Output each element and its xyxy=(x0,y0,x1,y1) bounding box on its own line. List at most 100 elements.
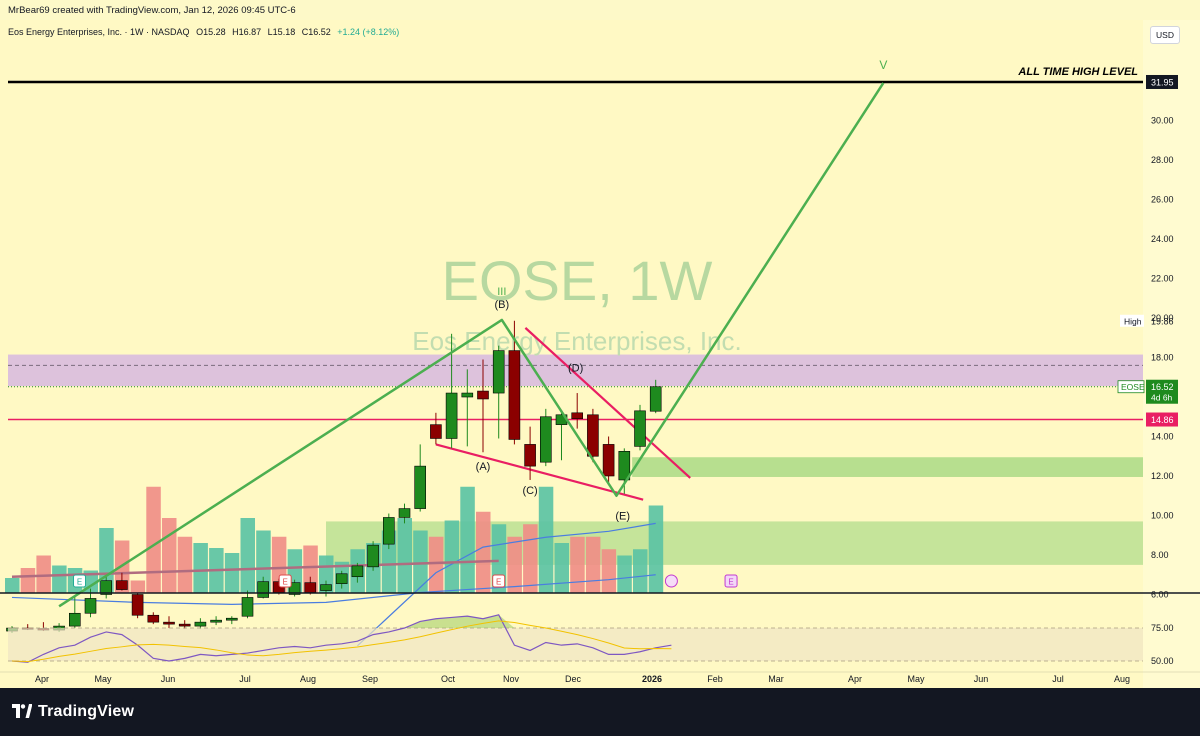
y-tick-label: 6.00 xyxy=(1151,590,1169,600)
candle-body xyxy=(524,444,536,467)
attribution-text: MrBear69 created with TradingView.com, J… xyxy=(8,5,296,16)
price-axis-background xyxy=(1143,20,1200,688)
candle-body xyxy=(320,584,332,591)
volume-bar xyxy=(36,555,51,593)
moving-average-slow xyxy=(11,574,656,605)
volume-bar xyxy=(460,486,475,593)
time-axis-label: Apr xyxy=(848,674,862,684)
symbol-tag-label: EOSE xyxy=(1121,382,1145,392)
candle-body xyxy=(382,517,395,545)
y-tick-label: 20.00 xyxy=(1151,313,1174,323)
rsi-level-label: 50.00 xyxy=(1151,656,1174,666)
rsi-level-label: 75.00 xyxy=(1151,623,1174,633)
elliott-wave-path xyxy=(58,82,885,608)
volume-bar xyxy=(319,555,334,593)
ath-caption: ALL TIME HIGH LEVEL xyxy=(1017,66,1138,78)
wave-iii-label: III xyxy=(497,286,506,298)
symbol-info-line: Eos Energy Enterprises, Inc. · 1W · NASD… xyxy=(8,27,399,37)
volume-bar xyxy=(193,543,208,593)
time-axis-label: Mar xyxy=(768,674,784,684)
tradingview-logo-icon xyxy=(12,704,32,718)
rsi-ma-line xyxy=(11,620,672,663)
volume-bar xyxy=(162,518,177,593)
volume-bar xyxy=(381,530,397,593)
pink-level-label: 14.86 xyxy=(1151,415,1174,425)
time-axis-label: Aug xyxy=(1114,674,1130,684)
earnings-marker xyxy=(492,574,506,588)
rsi-line xyxy=(11,614,672,663)
earnings-marker-letter: E xyxy=(496,578,501,587)
volume-bar xyxy=(554,543,569,593)
y-tick-label: 18.00 xyxy=(1151,353,1174,363)
earnings-marker-letter: E xyxy=(728,578,733,587)
high-label: High xyxy=(1124,316,1142,326)
volume-bar xyxy=(601,549,617,593)
high-value-label: 19.86 xyxy=(1151,316,1174,326)
y-tick-label: 10.00 xyxy=(1151,511,1174,521)
time-axis-label: Aug xyxy=(300,674,316,684)
candle-body xyxy=(163,621,175,625)
candle-body xyxy=(587,414,599,457)
volume-bar xyxy=(5,578,20,593)
candle-body xyxy=(571,412,584,420)
price-chart-svg[interactable]: EOSE, 1W Eos Energy Enterprises, Inc. 6.00… xyxy=(0,20,1200,688)
attribution-bar: MrBear69 created with TradingView.com, J… xyxy=(0,0,1200,20)
candle-body xyxy=(304,582,317,593)
time-axis-label: May xyxy=(907,674,925,684)
candle-body xyxy=(131,594,144,616)
y-tick-label: 14.00 xyxy=(1151,432,1174,442)
volume-bar xyxy=(507,536,522,593)
candle-body xyxy=(602,444,615,477)
time-axis-label: Nov xyxy=(503,674,520,684)
candle-body xyxy=(430,424,442,439)
volume-bar xyxy=(224,553,240,593)
candle-body xyxy=(178,623,191,627)
candle-body xyxy=(288,582,301,595)
wave-point-label: (B) xyxy=(495,299,510,311)
wave-point-label: (D) xyxy=(568,362,583,374)
event-marker-icon xyxy=(664,574,678,588)
candle-body xyxy=(116,580,128,590)
earnings-marker xyxy=(278,574,292,588)
currency-button[interactable]: USD xyxy=(1150,26,1180,44)
candle-body xyxy=(351,565,364,578)
rsi-overbought-fill xyxy=(12,614,672,628)
y-tick-label: 26.00 xyxy=(1151,195,1174,205)
volume-bar xyxy=(444,520,460,593)
open-value: O15.28 xyxy=(196,27,226,37)
y-tick-label: 8.00 xyxy=(1151,550,1169,560)
candle-body xyxy=(398,508,411,518)
volume-bar xyxy=(523,524,538,593)
earnings-marker xyxy=(73,574,87,588)
chart-area[interactable]: EOSE, 1W Eos Energy Enterprises, Inc. 6.00… xyxy=(0,20,1200,688)
candle-body xyxy=(649,386,662,412)
pink-level-tag xyxy=(1146,412,1178,427)
candle-body xyxy=(241,597,254,617)
wave-point-label: (A) xyxy=(476,461,491,473)
candle-body xyxy=(508,350,521,440)
volume-bar xyxy=(648,505,664,593)
volume-bar xyxy=(256,530,271,593)
wave-point-label: (C) xyxy=(522,485,537,497)
time-axis-label: Sep xyxy=(362,674,378,684)
footer-bar: TradingView xyxy=(0,688,1200,736)
candle-body xyxy=(226,617,238,621)
candle-body xyxy=(618,451,631,481)
time-axis-label: Jun xyxy=(161,674,176,684)
last-price-tag xyxy=(1146,379,1178,404)
moving-average-fast xyxy=(356,522,656,647)
candle-body xyxy=(257,581,270,598)
low-value: L15.18 xyxy=(267,27,296,37)
candle-body xyxy=(210,619,222,623)
close-value: C16.52 xyxy=(301,27,331,37)
tradingview-brand: TradingView xyxy=(38,703,135,720)
volume-bar xyxy=(20,568,36,593)
support-zone-upper xyxy=(632,457,1143,477)
volume-bar xyxy=(538,486,554,593)
high-value: H16.87 xyxy=(232,27,262,37)
time-axis-label: Jul xyxy=(1052,674,1064,684)
candle-body xyxy=(69,612,81,627)
volume-bar xyxy=(617,555,632,593)
trendline-pink-upper xyxy=(524,327,691,479)
time-axis-label: Jul xyxy=(239,674,251,684)
